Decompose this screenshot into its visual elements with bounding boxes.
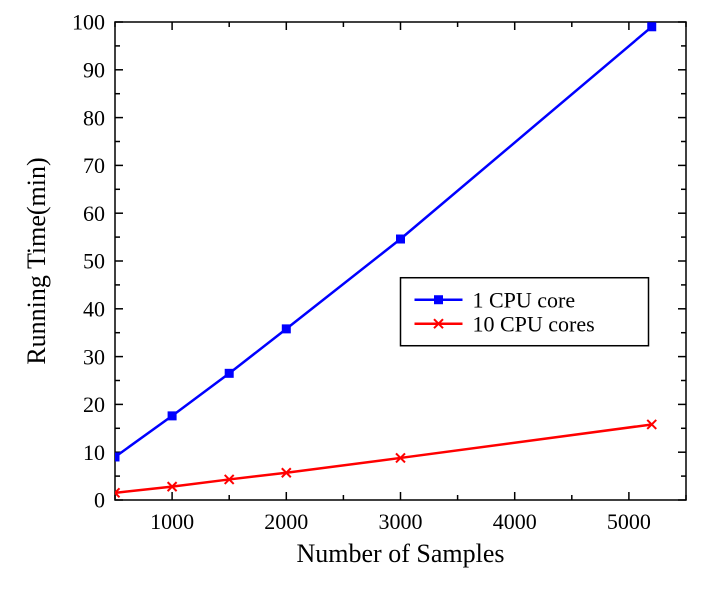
x-tick-label: 2000 (264, 509, 308, 534)
y-tick-label: 80 (83, 105, 105, 130)
y-tick-label: 90 (83, 58, 105, 83)
y-tick-label: 60 (83, 201, 105, 226)
legend: 1 CPU core10 CPU cores (401, 278, 649, 346)
legend-label: 10 CPU cores (473, 311, 595, 336)
y-tick-label: 30 (83, 344, 105, 369)
y-tick-label: 50 (83, 249, 105, 274)
y-tick-label: 10 (83, 440, 105, 465)
y-tick-label: 100 (72, 10, 105, 35)
y-tick-label: 20 (83, 392, 105, 417)
y-tick-label: 40 (83, 297, 105, 322)
x-tick-label: 3000 (379, 509, 423, 534)
y-tick-label: 70 (83, 153, 105, 178)
x-tick-label: 4000 (493, 509, 537, 534)
x-tick-label: 5000 (607, 509, 651, 534)
y-tick-label: 0 (94, 488, 105, 513)
legend-label: 1 CPU core (473, 287, 576, 312)
x-axis-label: Number of Samples (297, 539, 505, 568)
x-tick-label: 1000 (150, 509, 194, 534)
chart-container: 1000 2000 3000 4000 5000 0 10 20 30 40 50 60 70 80 90 1… (0, 0, 714, 597)
line-chart: 1000 2000 3000 4000 5000 0 10 20 30 40 50 60 70 80 90 1… (0, 0, 714, 597)
y-axis-label: Running Time(min) (22, 157, 51, 364)
